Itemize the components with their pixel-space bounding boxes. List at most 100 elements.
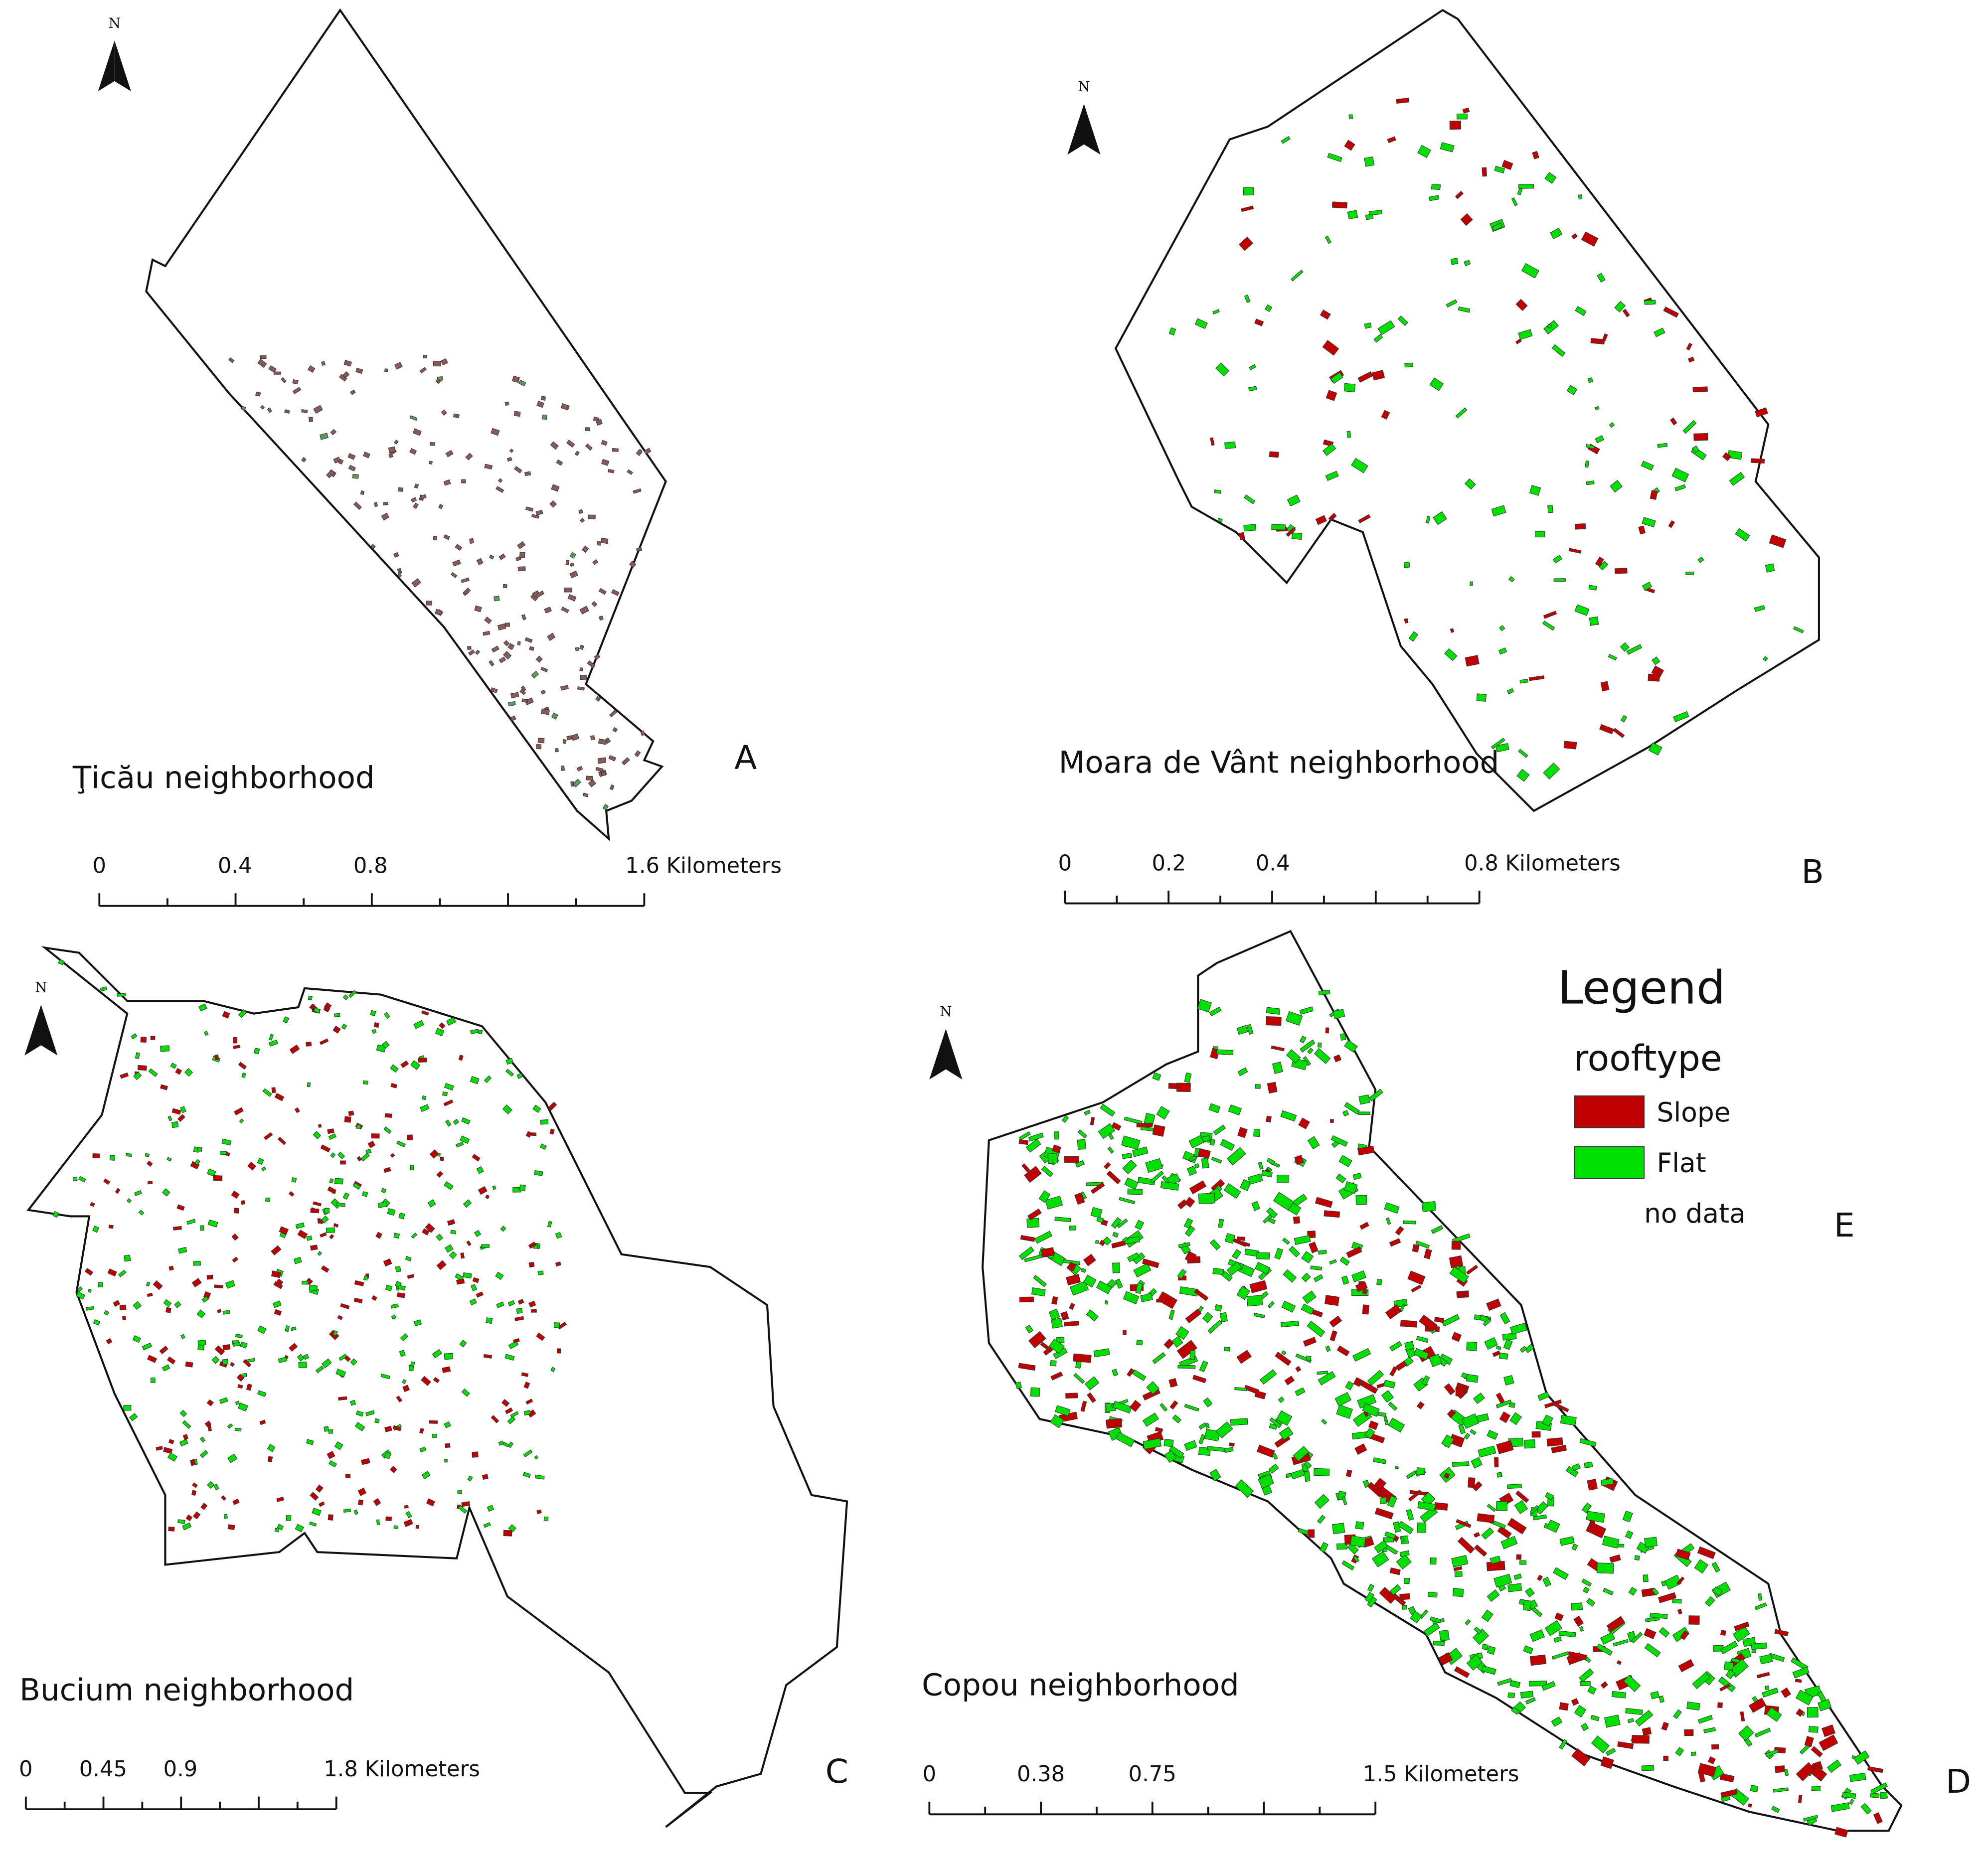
- building: [1597, 1562, 1614, 1574]
- building: [1456, 1291, 1466, 1297]
- building: [354, 1422, 365, 1431]
- building: [562, 739, 567, 744]
- building: [1551, 1401, 1569, 1412]
- building: [1026, 1218, 1040, 1228]
- building: [1468, 1477, 1476, 1488]
- building: [163, 1447, 173, 1454]
- building: [401, 1379, 407, 1385]
- building: [1553, 1567, 1569, 1580]
- building: [506, 457, 512, 462]
- building: [1367, 1482, 1383, 1497]
- building: [1177, 1199, 1188, 1210]
- building: [440, 1156, 444, 1161]
- building: [1590, 338, 1605, 345]
- building: [1642, 517, 1656, 528]
- building: [384, 368, 388, 372]
- building: [1762, 1688, 1779, 1698]
- building: [1077, 1129, 1087, 1139]
- building: [1074, 1192, 1085, 1205]
- building: [397, 1292, 405, 1298]
- building: [553, 1322, 560, 1328]
- building: [373, 1498, 381, 1506]
- building: [536, 1509, 542, 1515]
- building: [362, 1080, 368, 1085]
- building: [459, 1340, 467, 1348]
- building: [1408, 1489, 1422, 1502]
- building: [1209, 1139, 1215, 1146]
- building: [1748, 1803, 1752, 1808]
- building: [1476, 693, 1487, 702]
- building: [535, 509, 543, 516]
- building: [375, 1232, 383, 1239]
- building: [190, 1459, 196, 1466]
- building: [377, 1201, 387, 1208]
- building: [1336, 1543, 1347, 1550]
- building: [222, 1344, 231, 1351]
- building: [1346, 1246, 1362, 1258]
- building: [540, 1119, 549, 1125]
- building: [1388, 1417, 1405, 1433]
- building: [1295, 1353, 1312, 1363]
- building: [1266, 1016, 1282, 1026]
- building: [237, 1384, 243, 1389]
- building: [1379, 1587, 1397, 1604]
- building: [231, 1233, 239, 1241]
- building: [1188, 1135, 1204, 1149]
- building: [371, 1133, 380, 1139]
- building: [1817, 1699, 1832, 1711]
- building: [1268, 1463, 1279, 1474]
- building: [608, 469, 615, 473]
- building: [565, 560, 570, 565]
- building: [73, 1177, 78, 1181]
- building: [394, 362, 403, 370]
- building: [492, 1185, 497, 1190]
- scale-label: 0.4: [1256, 851, 1290, 876]
- building: [1765, 1685, 1770, 1690]
- building: [531, 671, 539, 679]
- building: [1507, 1692, 1515, 1698]
- building: [472, 1451, 479, 1458]
- building: [1184, 1440, 1197, 1451]
- building: [446, 1017, 457, 1026]
- building: [393, 1233, 400, 1239]
- building: [1738, 1725, 1754, 1741]
- building: [490, 687, 498, 693]
- building: [1584, 1461, 1593, 1468]
- building: [1623, 1675, 1641, 1692]
- building: [521, 614, 526, 621]
- building: [537, 738, 545, 744]
- building: [549, 1128, 555, 1135]
- building: [1454, 1571, 1463, 1577]
- building: [1606, 1616, 1626, 1632]
- building: [350, 389, 356, 395]
- building: [1550, 228, 1563, 240]
- building: [123, 1404, 132, 1411]
- building: [1724, 1661, 1734, 1671]
- building: [271, 1270, 282, 1278]
- building: [340, 1160, 346, 1165]
- building: [197, 1147, 202, 1152]
- building: [217, 1309, 222, 1313]
- building: [274, 1528, 280, 1533]
- building: [592, 559, 599, 565]
- building: [1462, 107, 1470, 114]
- building: [1054, 1217, 1071, 1223]
- building: [444, 1353, 454, 1360]
- building: [1417, 1522, 1427, 1533]
- building: [199, 1450, 208, 1458]
- building: [1693, 433, 1708, 441]
- building: [1281, 1300, 1296, 1313]
- building: [374, 1022, 379, 1028]
- building: [1310, 1265, 1323, 1271]
- building: [170, 1063, 177, 1069]
- building: [636, 449, 643, 456]
- building: [1364, 1428, 1375, 1439]
- building: [529, 646, 534, 651]
- building: [1523, 1645, 1533, 1654]
- building: [1198, 1193, 1215, 1205]
- building: [1722, 452, 1732, 462]
- building: [1754, 1727, 1771, 1738]
- building: [1364, 322, 1372, 329]
- building: [1371, 1551, 1389, 1567]
- building: [1524, 1344, 1534, 1353]
